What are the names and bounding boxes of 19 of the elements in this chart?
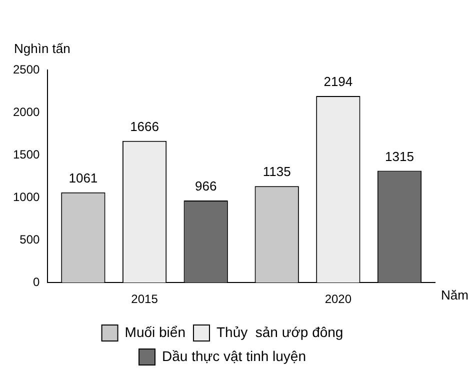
y-tick-label: 1500 [12, 147, 40, 162]
y-tick-label: 2000 [12, 104, 40, 119]
data-label: 2194 [324, 74, 353, 90]
legend-label: Muối biển [124, 324, 186, 340]
x-tick-label: 2015 [131, 292, 158, 306]
y-tick-label: 500 [20, 232, 40, 246]
y-tick-label: 1000 [12, 190, 40, 204]
data-label: 1666 [130, 119, 159, 134]
y-axis-title: Nghìn tấn [14, 41, 70, 56]
y-tick-label: 2500 [12, 62, 40, 76]
y-tick-label: 0 [33, 274, 40, 289]
data-label: 1135 [262, 164, 291, 180]
x-axis-title: Năm [441, 288, 468, 303]
data-label: 1061 [68, 170, 98, 186]
legend-label: Thủy sản ướp đông [216, 324, 344, 340]
data-label: 1315 [385, 148, 414, 164]
x-tick-label: 2020 [324, 292, 352, 306]
data-label: 966 [194, 178, 217, 194]
legend-label: Dầu thực vật tinh luyện [162, 348, 306, 364]
